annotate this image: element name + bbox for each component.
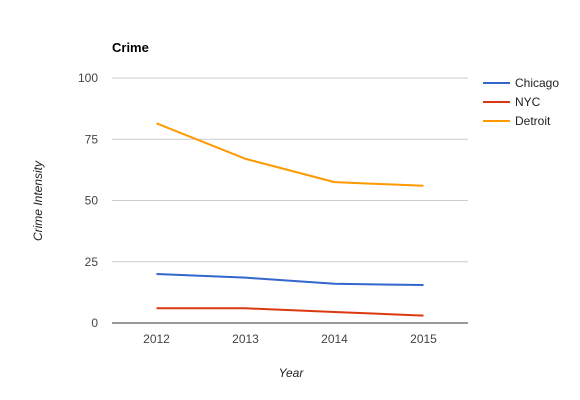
y-axis-ticks: 0 25 50 75 100 (78, 71, 98, 330)
y-tick-label: 100 (78, 71, 98, 85)
data-point-nyc (156, 307, 158, 309)
y-tick-label: 0 (91, 316, 98, 330)
data-point-nyc (334, 311, 336, 313)
y-tick-label: 25 (85, 255, 99, 269)
data-point-chicago (156, 273, 158, 275)
series-line-detroit (156, 122, 424, 187)
legend-label-nyc: NYC (515, 95, 541, 109)
series-line-nyc (156, 307, 424, 317)
data-point-nyc (423, 315, 425, 317)
data-point-chicago (423, 284, 425, 286)
data-point-detroit (156, 122, 158, 124)
series-line-chicago (156, 273, 424, 287)
series-lines (156, 122, 425, 317)
x-tick-label: 2013 (232, 332, 259, 346)
y-tick-label: 50 (85, 194, 99, 208)
data-point-detroit (423, 185, 425, 187)
y-tick-label: 75 (85, 132, 99, 146)
data-point-chicago (245, 277, 247, 279)
legend: Chicago NYC Detroit (483, 76, 559, 128)
x-tick-label: 2014 (321, 332, 348, 346)
data-point-detroit (245, 158, 247, 160)
y-axis-label: Crime Intensity (31, 160, 45, 241)
gridlines (112, 77, 468, 324)
data-point-detroit (334, 181, 336, 183)
x-tick-label: 2012 (143, 332, 170, 346)
legend-label-chicago: Chicago (515, 76, 559, 90)
chart-title: Crime (112, 40, 149, 55)
x-tick-label: 2015 (410, 332, 437, 346)
data-point-nyc (245, 307, 247, 309)
x-axis-ticks: 2012 2013 2014 2015 (143, 332, 437, 346)
legend-label-detroit: Detroit (515, 114, 551, 128)
data-point-chicago (334, 283, 336, 285)
x-axis-label: Year (279, 366, 305, 380)
